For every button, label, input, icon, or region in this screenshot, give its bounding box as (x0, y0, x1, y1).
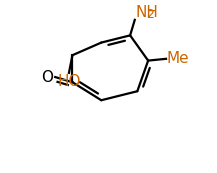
Text: Me: Me (167, 51, 190, 66)
Text: HO: HO (57, 74, 81, 89)
Text: 2: 2 (146, 8, 154, 21)
Text: NH: NH (136, 5, 159, 20)
Text: O: O (41, 70, 53, 85)
